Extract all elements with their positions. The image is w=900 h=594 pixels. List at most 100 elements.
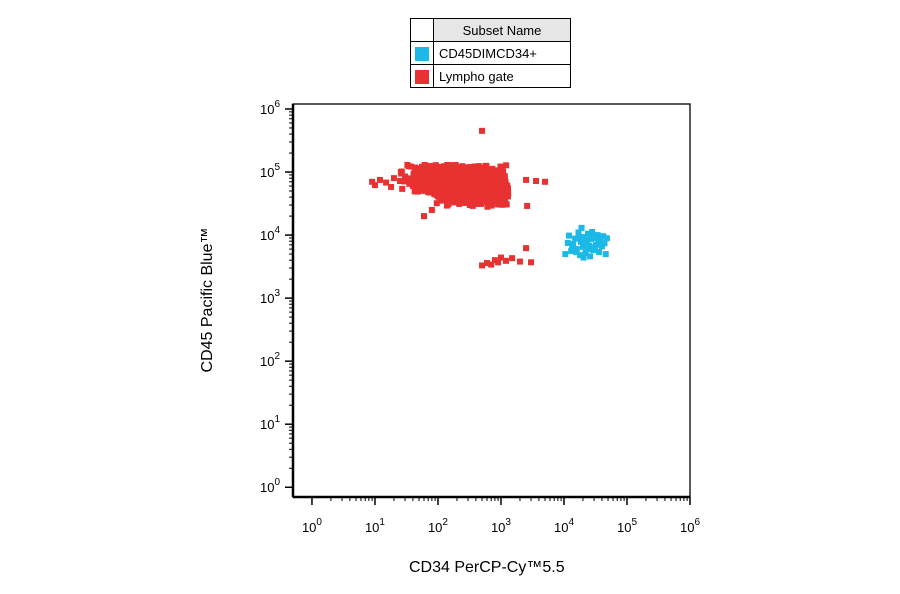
data-point xyxy=(465,165,472,172)
x-axis-title: CD34 PerCP-Cy™5.5 xyxy=(409,559,565,576)
data-point xyxy=(479,262,486,269)
data-point xyxy=(491,178,498,185)
data-point xyxy=(469,202,476,209)
data-point xyxy=(421,213,427,220)
data-point xyxy=(472,166,479,173)
data-point xyxy=(430,174,437,181)
data-point xyxy=(433,200,440,207)
legend-header: Subset Name xyxy=(433,18,571,42)
data-point xyxy=(401,178,408,185)
series-0 xyxy=(369,127,549,269)
data-point xyxy=(501,194,508,201)
data-point xyxy=(444,194,451,201)
data-point xyxy=(585,246,592,253)
y-tick-label: 100 xyxy=(260,477,280,495)
data-point xyxy=(596,241,603,248)
data-point xyxy=(484,203,491,210)
data-point xyxy=(412,176,419,183)
data-point xyxy=(577,252,584,259)
data-point xyxy=(471,186,478,193)
x-tick-label: 104 xyxy=(554,517,574,535)
data-point xyxy=(435,186,442,193)
data-point xyxy=(461,173,468,180)
data-point xyxy=(411,188,418,195)
data-point xyxy=(456,164,463,171)
data-point xyxy=(463,190,470,197)
data-point xyxy=(436,179,443,186)
data-point xyxy=(397,178,404,185)
data-point xyxy=(369,178,376,185)
data-point xyxy=(416,175,423,182)
data-point xyxy=(451,170,458,177)
data-point xyxy=(603,235,610,242)
data-point xyxy=(470,179,477,186)
data-point xyxy=(479,127,486,134)
data-point xyxy=(570,241,577,248)
data-point xyxy=(432,186,439,193)
data-point xyxy=(502,257,509,264)
data-point xyxy=(399,185,406,192)
data-point xyxy=(542,178,549,185)
data-point xyxy=(580,254,587,261)
data-point xyxy=(493,197,500,204)
y-tick-label: 105 xyxy=(260,162,280,180)
legend-item: Lympho gate xyxy=(410,64,571,88)
data-point xyxy=(416,185,423,192)
x-tick-label: 100 xyxy=(302,517,322,535)
data-point xyxy=(509,255,516,262)
data-point xyxy=(414,188,421,195)
data-point xyxy=(490,188,497,195)
data-point xyxy=(481,191,488,198)
data-point xyxy=(409,183,416,190)
data-point xyxy=(487,192,494,199)
data-point xyxy=(447,178,454,185)
data-point xyxy=(439,176,446,183)
data-point xyxy=(601,240,608,247)
y-tick-label: 106 xyxy=(260,99,280,117)
data-point xyxy=(503,162,510,169)
axis-ticks xyxy=(285,108,691,505)
data-point xyxy=(483,170,490,177)
data-point xyxy=(602,251,609,258)
legend-label-lympho-gate: Lympho gate xyxy=(433,64,571,88)
data-point xyxy=(479,195,486,202)
data-point xyxy=(473,179,480,186)
data-point xyxy=(383,179,390,186)
data-point xyxy=(449,162,456,169)
data-point xyxy=(371,182,378,189)
data-point xyxy=(431,179,438,186)
data-point xyxy=(579,237,586,244)
data-point xyxy=(462,199,469,206)
data-point xyxy=(565,232,572,239)
data-point xyxy=(572,235,579,242)
data-point xyxy=(478,164,485,171)
data-point xyxy=(398,170,405,177)
data-point xyxy=(528,259,535,266)
data-point xyxy=(472,163,479,170)
data-point xyxy=(594,232,601,239)
x-tick-label: 101 xyxy=(365,517,385,535)
data-point xyxy=(474,192,481,199)
data-point xyxy=(533,178,540,185)
data-point xyxy=(589,228,596,235)
data-point xyxy=(486,189,493,196)
data-point xyxy=(524,202,531,209)
data-point xyxy=(480,183,487,190)
plot-border xyxy=(292,103,691,498)
legend-swatch-cd45dimcd34 xyxy=(415,46,429,61)
data-point xyxy=(457,176,464,183)
data-point xyxy=(439,172,446,179)
data-point xyxy=(465,181,472,188)
data-point xyxy=(458,190,465,197)
data-point xyxy=(473,182,480,189)
data-point xyxy=(466,201,473,208)
data-point xyxy=(564,239,571,246)
legend-header-row: Subset Name xyxy=(410,18,571,42)
data-point xyxy=(495,259,502,266)
data-point xyxy=(434,166,441,173)
data-point xyxy=(569,245,576,252)
data-point xyxy=(459,167,466,174)
data-point xyxy=(470,193,477,200)
data-points xyxy=(369,127,610,269)
legend-item: CD45DIMCD34+ xyxy=(410,41,571,65)
